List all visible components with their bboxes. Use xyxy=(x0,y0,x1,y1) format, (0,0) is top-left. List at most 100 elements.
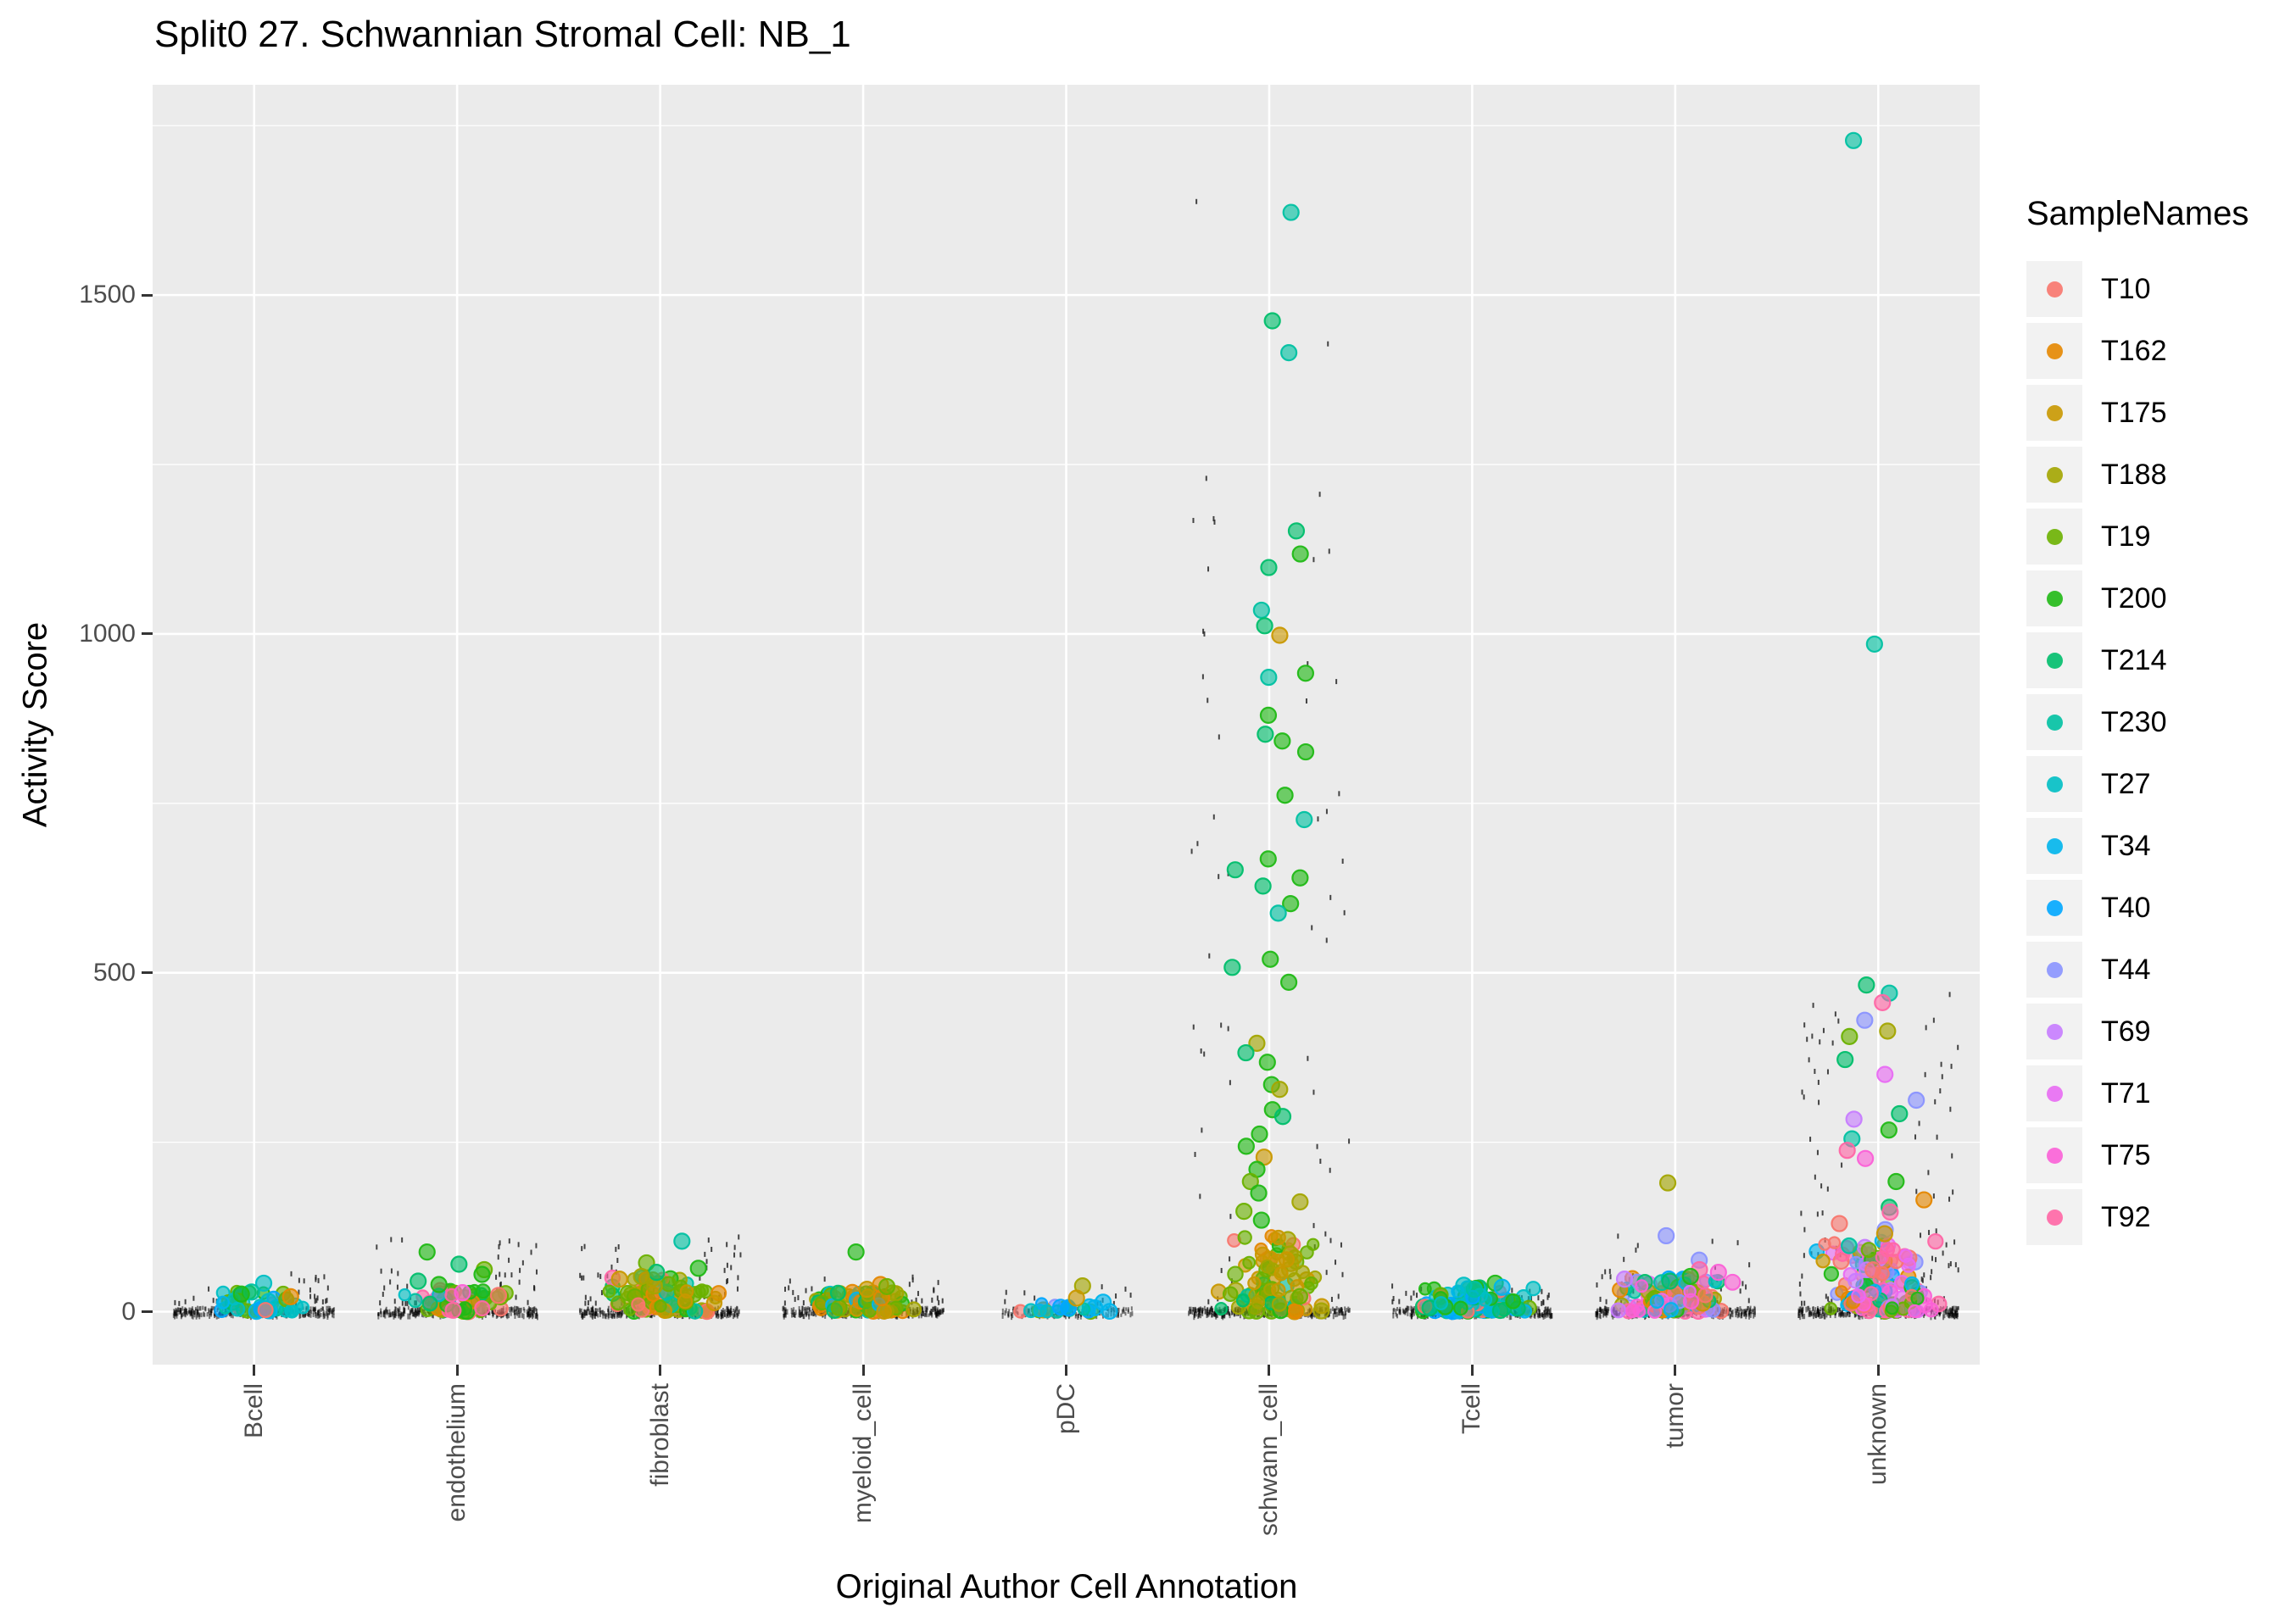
chart-canvas xyxy=(153,85,1980,1365)
data-point xyxy=(1256,617,1273,635)
legend-swatch xyxy=(2046,961,2063,978)
data-point xyxy=(1908,1091,1925,1110)
feature-points xyxy=(1223,203,1315,1229)
category-layer-pDC xyxy=(1001,1277,1134,1321)
data-point xyxy=(1838,1142,1856,1160)
data-point xyxy=(1263,312,1281,330)
data-point xyxy=(1252,601,1270,620)
data-point xyxy=(1282,203,1300,221)
data-point xyxy=(1874,993,1892,1011)
data-point xyxy=(1273,1108,1292,1126)
legend-key xyxy=(2026,570,2082,626)
cluster-points xyxy=(1210,1229,1330,1321)
data-point xyxy=(1856,1149,1875,1167)
cluster-points xyxy=(1808,1232,1948,1321)
category-layer-Tcell xyxy=(1391,1274,1553,1321)
data-point xyxy=(1235,1203,1253,1221)
data-point xyxy=(673,1232,691,1250)
data-point xyxy=(633,1267,650,1286)
y-axis-tick xyxy=(142,293,153,297)
data-point xyxy=(1615,1271,1634,1288)
x-tick-label: unknown xyxy=(1864,1383,1892,1486)
cluster-points xyxy=(602,1269,727,1321)
data-point xyxy=(1845,1110,1863,1128)
data-point xyxy=(1291,1193,1309,1211)
data-point xyxy=(1094,1293,1112,1311)
data-point xyxy=(1273,732,1291,750)
data-point xyxy=(1291,869,1309,887)
category-layer-tumor xyxy=(1595,1174,1756,1321)
legend-key xyxy=(2026,1127,2082,1183)
legend-item: T75 xyxy=(2026,1127,2249,1183)
category-layer-fibroblast xyxy=(578,1232,742,1321)
legend-item: T188 xyxy=(2026,447,2249,503)
data-point xyxy=(1845,131,1863,149)
data-point xyxy=(689,1260,707,1277)
data-point xyxy=(1258,1054,1276,1071)
legend-swatch xyxy=(2046,342,2063,359)
data-point xyxy=(1865,635,1883,653)
legend-item: T175 xyxy=(2026,385,2249,441)
x-tick-label: endothelium xyxy=(443,1383,471,1522)
data-point xyxy=(1831,1215,1848,1232)
data-point xyxy=(1259,850,1277,868)
plot-panel xyxy=(153,85,1980,1365)
legend-swatch xyxy=(2046,837,2063,854)
feature-points xyxy=(232,1274,299,1306)
category-layer-unknown xyxy=(1797,131,1959,1321)
data-point xyxy=(1257,726,1274,743)
category-layer-schwann_cell xyxy=(1187,198,1351,1321)
legend-item: T34 xyxy=(2026,818,2249,874)
legend-swatch xyxy=(2046,714,2063,731)
legend-item: T71 xyxy=(2026,1065,2249,1121)
data-point xyxy=(1880,1121,1898,1139)
category-layer-Bcell xyxy=(172,1271,336,1321)
feature-points xyxy=(1067,1277,1112,1311)
data-point xyxy=(430,1276,448,1293)
legend-swatch xyxy=(2046,1209,2063,1226)
outlier-dashes xyxy=(376,1237,538,1306)
data-point xyxy=(1876,1065,1894,1083)
data-point xyxy=(1259,706,1278,724)
cluster-points xyxy=(1414,1279,1541,1321)
data-point xyxy=(1465,1281,1483,1299)
data-point xyxy=(1251,1125,1268,1143)
legend-key xyxy=(2026,756,2082,812)
legend-item-label: T75 xyxy=(2101,1138,2151,1171)
y-tick-label: 1000 xyxy=(79,619,136,648)
legend-swatch xyxy=(2046,776,2063,793)
data-point xyxy=(1836,1050,1854,1069)
data-point xyxy=(1269,904,1287,922)
data-point xyxy=(410,1272,427,1290)
plot-title: Split0 27. Schwannian Stromal Cell: NB_1 xyxy=(154,14,851,55)
legend-key xyxy=(2026,509,2082,565)
legend-item-label: T200 xyxy=(2101,581,2167,615)
data-point xyxy=(1287,522,1306,540)
data-point xyxy=(1237,1137,1255,1155)
data-point xyxy=(1067,1289,1085,1307)
data-point xyxy=(232,1285,250,1303)
x-tick-label: fibroblast xyxy=(645,1383,674,1487)
feature-points xyxy=(410,1243,508,1304)
legend-item-label: T27 xyxy=(2101,767,2151,800)
data-point xyxy=(450,1255,468,1273)
feature-points xyxy=(1831,131,1933,1243)
x-tick-label: Bcell xyxy=(239,1383,268,1439)
legend-item: T69 xyxy=(2026,1004,2249,1059)
legend-title: SampleNames xyxy=(2026,195,2249,232)
data-point xyxy=(454,1284,471,1302)
legend-item: T230 xyxy=(2026,694,2249,750)
legend-key xyxy=(2026,385,2082,441)
data-point xyxy=(1254,877,1272,895)
data-point xyxy=(1271,626,1289,644)
legend-item: T19 xyxy=(2026,509,2249,565)
legend-item: T27 xyxy=(2026,756,2249,812)
data-point xyxy=(281,1288,299,1306)
data-point xyxy=(1296,665,1314,682)
y-tick-label: 1500 xyxy=(79,281,136,309)
legend-key xyxy=(2026,880,2082,936)
data-point xyxy=(1282,895,1300,913)
data-point xyxy=(489,1287,508,1304)
legend-item: T200 xyxy=(2026,570,2249,626)
